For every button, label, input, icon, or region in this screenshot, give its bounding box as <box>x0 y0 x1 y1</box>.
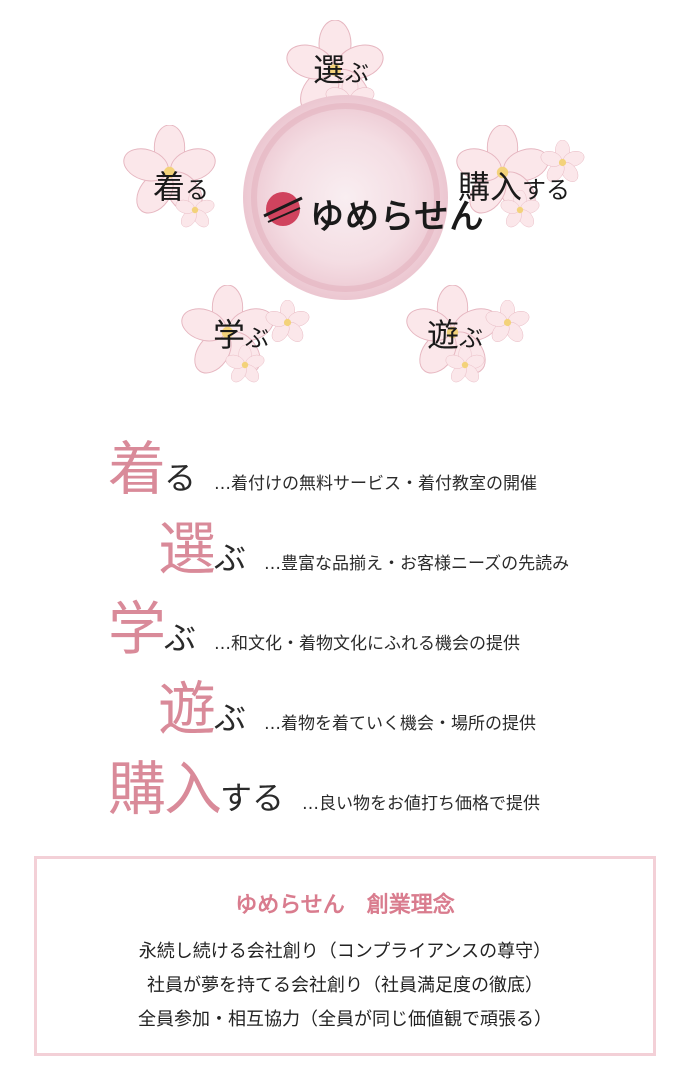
pillar-asobu: 遊ぶ …着物を着ていく機会・場所の提供 <box>158 675 537 743</box>
pillar-manabu: 学ぶ …和文化・着物文化にふれる機会の提供 <box>108 595 521 663</box>
pillar-konyu: 購入する …良い物をお値打ち価格で提供 <box>108 755 541 823</box>
philosophy-line: 全員参加・相互協力（全員が同じ価値観で頑張る） <box>138 1009 552 1030</box>
concept-diagram: ゆめらせん 選ぶ 着る 購入する 学ぶ 遊ぶ <box>0 0 690 400</box>
sakura-icon <box>445 345 485 383</box>
philosophy-line: 永続し続ける会社創り（コンプライアンスの尊守） <box>138 941 552 962</box>
label-asobu: 遊ぶ <box>427 316 484 354</box>
label-konyu: 購入する <box>458 168 571 206</box>
philosophy-title: ゆめらせん 創業理念 <box>235 893 455 918</box>
philosophy-line: 社員が夢を持てる会社創り（社員満足度の徹底） <box>147 975 543 996</box>
label-manabu: 学ぶ <box>213 316 270 354</box>
sakura-icon <box>500 190 540 228</box>
brand-name: ゆめらせん <box>310 197 485 237</box>
label-erabu: 選ぶ <box>313 51 370 89</box>
sakura-icon <box>485 300 530 342</box>
pillar-erabu: 選ぶ …豊富な品揃え・お客様ニーズの先読み <box>158 515 570 583</box>
sakura-icon <box>175 190 215 228</box>
label-kiru: 着る <box>153 168 210 206</box>
pillar-kiru: 着る …着付けの無料サービス・着付教室の開催 <box>108 435 538 503</box>
sakura-icon <box>225 345 265 383</box>
brand-logo-icon <box>263 192 303 226</box>
sakura-icon <box>265 300 310 342</box>
philosophy-box: ゆめらせん 創業理念 永続し続ける会社創り（コンプライアンスの尊守） 社員が夢を… <box>34 856 656 1056</box>
sakura-icon <box>123 125 216 214</box>
sakura-icon <box>540 140 585 182</box>
